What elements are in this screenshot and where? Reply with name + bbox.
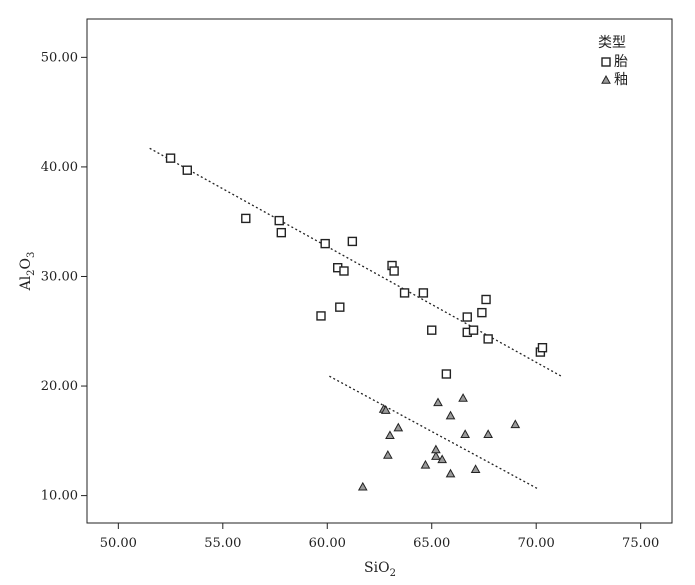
point-square <box>347 236 358 247</box>
x-tick-label: 70.00 <box>518 536 555 551</box>
point-triangle <box>445 468 456 478</box>
plot-frame <box>86 18 673 524</box>
point-triangle <box>357 481 368 491</box>
point-triangle <box>433 397 443 407</box>
point-square <box>399 288 410 298</box>
point-triangle <box>445 410 456 420</box>
point-square <box>165 153 176 163</box>
data-points <box>165 153 548 491</box>
point-square <box>483 334 493 344</box>
point-triangle <box>420 459 431 469</box>
trendline <box>149 147 562 377</box>
legend-marker <box>601 57 611 67</box>
point-square <box>335 302 345 312</box>
legend-title: 类型 <box>598 35 626 51</box>
y-axis: 10.00 20.00 30.00 40.00 50.00 <box>41 50 87 504</box>
point-triangle <box>383 450 393 459</box>
point-square <box>339 266 349 276</box>
legend-label: 胎 <box>614 54 628 70</box>
y-tick-label: 30.00 <box>41 269 78 284</box>
point-triangle <box>470 464 481 474</box>
point-triangle <box>483 429 493 438</box>
point-square <box>427 325 437 335</box>
point-triangle <box>393 422 404 432</box>
point-triangle <box>460 429 471 438</box>
point-square <box>241 213 251 224</box>
y-axis-title: Al2O3 <box>18 252 37 292</box>
point-triangle <box>385 430 395 440</box>
trendline <box>329 375 539 490</box>
point-square <box>389 266 399 276</box>
x-axis-title: SiO2 <box>364 560 396 579</box>
y-tick-label: 20.00 <box>41 379 78 394</box>
x-axis: 50.00 55.00 60.00 65.00 70.00 75.00 <box>100 523 659 551</box>
trendlines <box>149 147 562 490</box>
x-tick-label: 65.00 <box>413 536 450 551</box>
point-square <box>441 369 452 379</box>
y-tick-label: 40.00 <box>41 160 78 175</box>
point-square <box>468 325 479 335</box>
point-triangle <box>510 419 521 429</box>
point-square <box>274 215 284 226</box>
legend: 类型 胎釉 <box>598 35 628 88</box>
point-square <box>481 294 491 305</box>
point-triangle <box>431 451 441 460</box>
y-tick-label: 50.00 <box>41 50 78 65</box>
x-tick-label: 55.00 <box>204 536 241 551</box>
x-tick-label: 60.00 <box>309 536 346 551</box>
point-triangle <box>431 444 441 454</box>
point-square <box>477 307 487 318</box>
point-triangle <box>458 393 468 402</box>
point-triangle <box>380 405 391 414</box>
point-square <box>462 312 472 322</box>
point-square <box>316 311 326 321</box>
x-tick-label: 50.00 <box>100 536 137 551</box>
legend-label: 釉 <box>614 72 628 88</box>
point-square <box>537 342 548 353</box>
legend-marker <box>601 74 611 84</box>
point-square <box>182 165 192 175</box>
point-triangle <box>437 454 448 464</box>
y-tick-label: 10.00 <box>41 489 78 504</box>
point-square <box>276 227 287 238</box>
point-square <box>418 288 429 298</box>
x-tick-label: 75.00 <box>622 536 659 551</box>
point-square <box>320 238 330 249</box>
